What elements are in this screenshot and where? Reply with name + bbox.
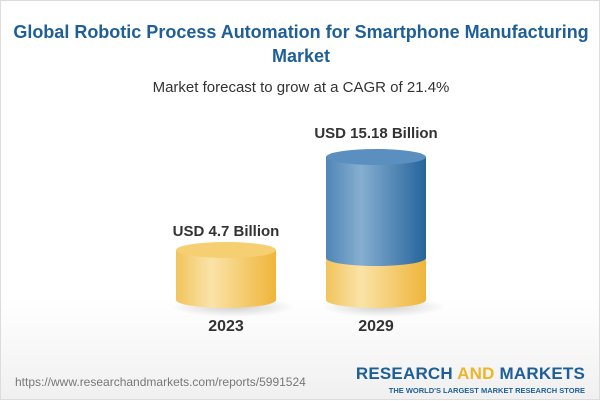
logo-research: RESEARCH	[355, 364, 458, 383]
bar-2023	[171, 242, 295, 317]
value-label-2029: USD 15.18 Billion	[314, 125, 438, 142]
chart-subtitle: Market forecast to grow at a CAGR of 21.…	[152, 79, 450, 96]
logo-markets: MARKETS	[494, 364, 585, 383]
value-label-2023: USD 4.7 Billion	[172, 223, 280, 240]
year-label-2023: 2023	[208, 318, 244, 335]
bar-2029	[321, 149, 445, 317]
source-url[interactable]: https://www.researchandmarkets.com/repor…	[15, 375, 306, 389]
chart-title: Global Robotic Process Automation for Sm…	[13, 22, 589, 66]
logo-tagline: THE WORLD'S LARGEST MARKET RESEARCH STOR…	[388, 386, 585, 395]
research-and-markets-logo: RESEARCH AND MARKETS THE WORLD'S LARGEST…	[356, 364, 585, 395]
year-label-2029: 2029	[358, 318, 394, 335]
logo-and: AND	[457, 364, 495, 383]
